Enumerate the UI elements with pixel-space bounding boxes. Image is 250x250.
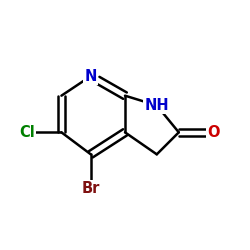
Text: NH: NH: [144, 98, 169, 113]
Text: Br: Br: [82, 181, 100, 196]
Text: N: N: [84, 68, 97, 84]
Text: O: O: [207, 125, 219, 140]
Text: Cl: Cl: [19, 125, 35, 140]
